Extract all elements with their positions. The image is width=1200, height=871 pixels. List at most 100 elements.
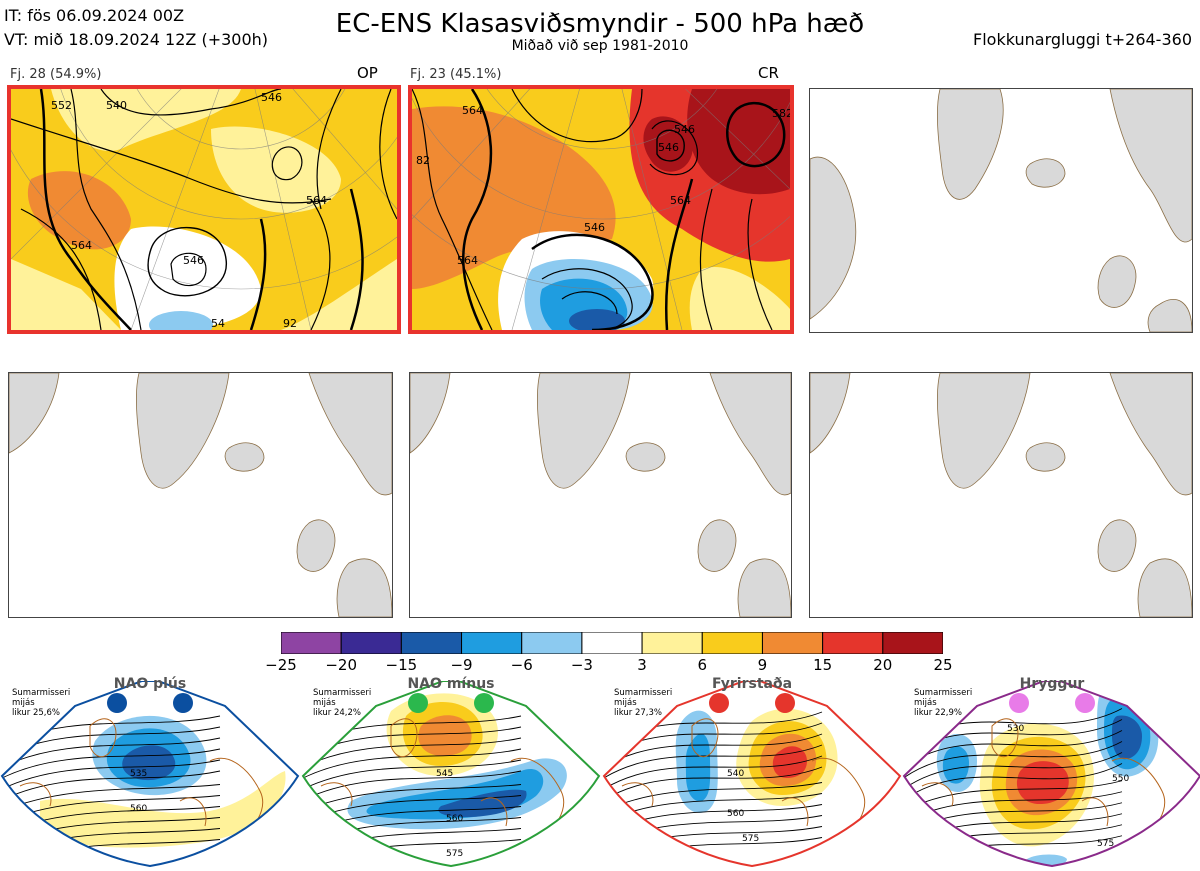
contour-label: 545 (436, 769, 453, 779)
regime-title: Hryggur (1019, 676, 1085, 692)
regime-note-line: Sumarmisseri (614, 688, 673, 698)
height-contour (303, 770, 522, 802)
colorbar-label: 9 (757, 656, 768, 674)
page-title: EC-ENS Klasasviðsmyndir - 500 hPa hæð (335, 9, 865, 39)
colorbar-swatches (280, 631, 944, 655)
contour-label: 564 (306, 194, 327, 207)
colorbar-swatch (280, 631, 342, 655)
regime-map-4: 530 550 575 (902, 681, 1200, 868)
coastline (19, 718, 264, 842)
height-contour (604, 733, 823, 769)
colorbar-swatch (822, 631, 884, 655)
regime-title: NAO plús (113, 676, 187, 692)
height-contour (904, 752, 1123, 791)
regime-marker (775, 693, 795, 713)
contour-label: 575 (446, 849, 463, 859)
height-contour (604, 782, 823, 813)
height-contour (904, 741, 1123, 780)
regime-marker (474, 693, 494, 713)
regime-title: NAO mínus (407, 676, 495, 692)
regime-note-line: mijás (614, 698, 637, 708)
height-contour (303, 737, 522, 769)
contour-label: 564 (670, 194, 691, 207)
height-contour (303, 748, 522, 780)
regime-marker (709, 693, 729, 713)
contour-label: 535 (130, 769, 147, 779)
header-times: IT: fös 06.09.2024 00Z VT: mið 18.09.202… (4, 4, 268, 52)
colorbar-swatch (882, 631, 944, 655)
colorbar-label: −15 (385, 656, 418, 674)
height-contour (604, 766, 823, 802)
contour-label: 540 (727, 769, 744, 779)
contour-label: 92 (283, 317, 297, 330)
regime-note: Sumarmisseri mijás likur 27,3% (614, 688, 672, 718)
anomaly-area (942, 746, 969, 784)
regime-note-line: likur 27,3% (614, 708, 662, 718)
contour-label: 546 (584, 221, 605, 234)
height-contour (2, 759, 221, 791)
contour-label: 564 (457, 254, 478, 267)
height-contour (904, 780, 1123, 813)
height-contour (904, 763, 1123, 802)
anomaly-area (1016, 761, 1069, 805)
anomaly-area (418, 715, 472, 756)
contour-label: 546 (658, 141, 679, 154)
coastline (320, 718, 565, 842)
regime-note: Sumarmisseri mijás likur 25,6% (12, 688, 70, 718)
height-contour (2, 748, 221, 780)
contour-label: 540 (106, 99, 127, 112)
cluster-map-1[interactable]: 546 54 92 564 564 552 540 546 (7, 85, 401, 334)
regime-border (0, 681, 300, 868)
colorbar-swatch (761, 631, 824, 655)
colorbar-label: −20 (325, 656, 357, 674)
contour-label: 564 (71, 239, 92, 252)
clustering-window: Flokkunargluggi t+264-360 (973, 30, 1192, 49)
colorbar (280, 631, 944, 655)
regime-note-line: mijás (313, 698, 336, 708)
cluster-1-tag: OP (357, 64, 378, 82)
contour-label: 550 (1112, 774, 1129, 784)
colorbar-swatch (701, 631, 763, 655)
page-subtitle: Miðað við sep 1981-2010 (511, 38, 689, 54)
regime-border (902, 681, 1200, 868)
regime-map-2: 545 560 575 (301, 681, 601, 868)
colorbar-label: 6 (697, 656, 708, 674)
cluster-1-count: Fj. 28 (54.9%) (10, 67, 102, 82)
regime-map-1: 535 560 (0, 681, 300, 868)
contour-label: 546 (183, 254, 204, 267)
contour-label: 582 (772, 107, 790, 120)
colorbar-label: −9 (450, 656, 473, 674)
colorbar-swatch (400, 631, 463, 655)
colorbar-label: −3 (570, 656, 593, 674)
cluster-map-2[interactable]: 564 546 564 546 564 546 582 82 (408, 85, 794, 334)
contour-label: 560 (446, 814, 463, 824)
regime-note-line: likur 24,2% (313, 708, 361, 718)
colorbar-swatch (581, 631, 643, 655)
empty-map-3 (809, 88, 1193, 333)
regime-map-3: 540 560 575 (602, 681, 902, 868)
coastline-map (9, 373, 392, 617)
regime-marker (173, 693, 193, 713)
contour-label: 552 (51, 99, 72, 112)
height-contour (2, 784, 221, 813)
anomaly-area (122, 745, 176, 781)
coastline-map (810, 89, 1192, 332)
colorbar-label: −25 (265, 656, 297, 674)
regime-note-line: Sumarmisseri (313, 688, 372, 698)
regime-note-line: Sumarmisseri (12, 688, 71, 698)
contour-label: 564 (462, 104, 483, 117)
colorbar-label: 20 (873, 656, 893, 674)
colorbar-label: 15 (813, 656, 833, 674)
colorbar-label: 3 (637, 656, 647, 674)
colorbar-swatch (340, 631, 402, 655)
contour-label: 560 (130, 804, 147, 814)
regime-marker (107, 693, 127, 713)
colorbar-label: −6 (510, 656, 533, 674)
initial-time: IT: fös 06.09.2024 00Z (4, 6, 185, 25)
coastline-map (810, 373, 1192, 617)
coastline-map (410, 373, 791, 617)
cluster-map-1-plot: 546 54 92 564 564 552 540 546 (11, 89, 397, 330)
coastline (921, 718, 1166, 842)
height-contour (604, 744, 823, 780)
contour-label: 82 (416, 154, 430, 167)
